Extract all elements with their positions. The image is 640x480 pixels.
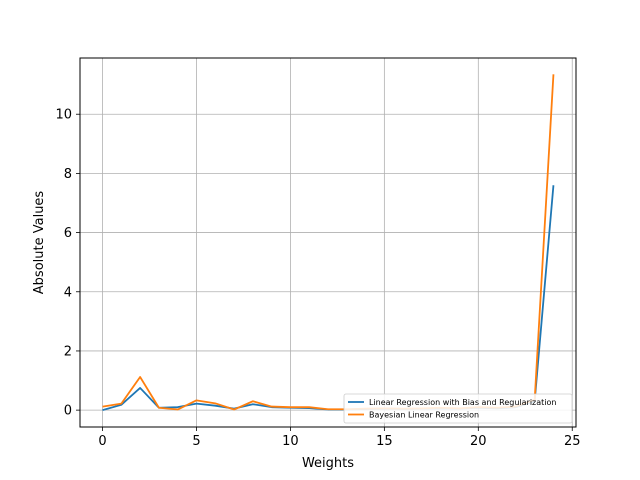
x-tick-label: 15 xyxy=(376,434,393,449)
y-tick-label: 10 xyxy=(55,108,72,123)
x-tick-label: 5 xyxy=(192,434,200,449)
x-tick-label: 25 xyxy=(564,434,581,449)
y-axis: 0 2 4 6 8 10 xyxy=(55,108,80,419)
x-tick-label: 20 xyxy=(470,434,487,449)
x-tick-label: 0 xyxy=(98,434,106,449)
legend-box xyxy=(343,393,573,424)
legend-label: Linear Regression with Bias and Regulari… xyxy=(369,398,556,407)
x-axis-title: Weights xyxy=(302,456,354,471)
y-tick-label: 6 xyxy=(64,226,72,241)
y-axis-title: Absolute Values xyxy=(32,191,47,295)
legend-label: Bayesian Linear Regression xyxy=(369,411,479,420)
x-axis: 0 5 10 15 20 25 xyxy=(98,427,581,449)
y-tick-label: 4 xyxy=(64,285,72,300)
y-tick-label: 8 xyxy=(64,167,72,182)
plot-frame xyxy=(79,57,577,428)
grid-lines xyxy=(80,58,576,427)
y-tick-label: 0 xyxy=(64,404,72,419)
legend: Linear Regression with Bias and Regulari… xyxy=(343,393,573,424)
x-tick-label: 10 xyxy=(282,434,299,449)
y-tick-label: 2 xyxy=(64,344,72,359)
